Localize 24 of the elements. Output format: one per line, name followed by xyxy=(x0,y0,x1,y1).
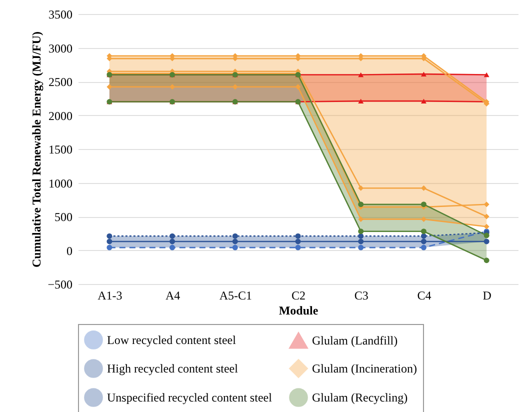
y-tick-label: 1000 xyxy=(48,176,72,190)
y-axis-title: Cumulative Total Renewable Energy (MJ/FU) xyxy=(30,32,44,268)
x-tick-label: A5-C1 xyxy=(219,288,252,302)
y-tick-label: 1500 xyxy=(48,142,72,156)
legend-label: Low recycled content steel xyxy=(107,332,237,347)
y-tick-label: −500 xyxy=(48,278,72,292)
y-tick-label: 0 xyxy=(66,244,72,258)
y-tick-label: 3500 xyxy=(48,8,72,22)
y-tick-label: 2000 xyxy=(48,108,72,123)
x-tick-label: D xyxy=(482,288,492,302)
legend-label: Glulam (Recycling) xyxy=(312,390,408,404)
x-axis-title: Module xyxy=(278,304,319,318)
x-tick-label: A1-3 xyxy=(98,288,122,302)
legend-label: Unspecified recycled content steel xyxy=(107,390,273,404)
x-tick-label: A4 xyxy=(165,288,180,302)
x-tick-label: C2 xyxy=(291,288,306,302)
legend-label: High recycled content steel xyxy=(107,362,239,376)
y-tick-label: 500 xyxy=(54,210,72,224)
legend-label: Glulam (Landfill) xyxy=(312,334,398,348)
y-tick-label: 2500 xyxy=(48,75,72,89)
y-tick-label: 3000 xyxy=(48,41,72,56)
x-tick-label: C4 xyxy=(417,288,432,302)
x-tick-label: C3 xyxy=(354,288,368,302)
legend-label: Glulam (Incineration) xyxy=(312,362,417,376)
